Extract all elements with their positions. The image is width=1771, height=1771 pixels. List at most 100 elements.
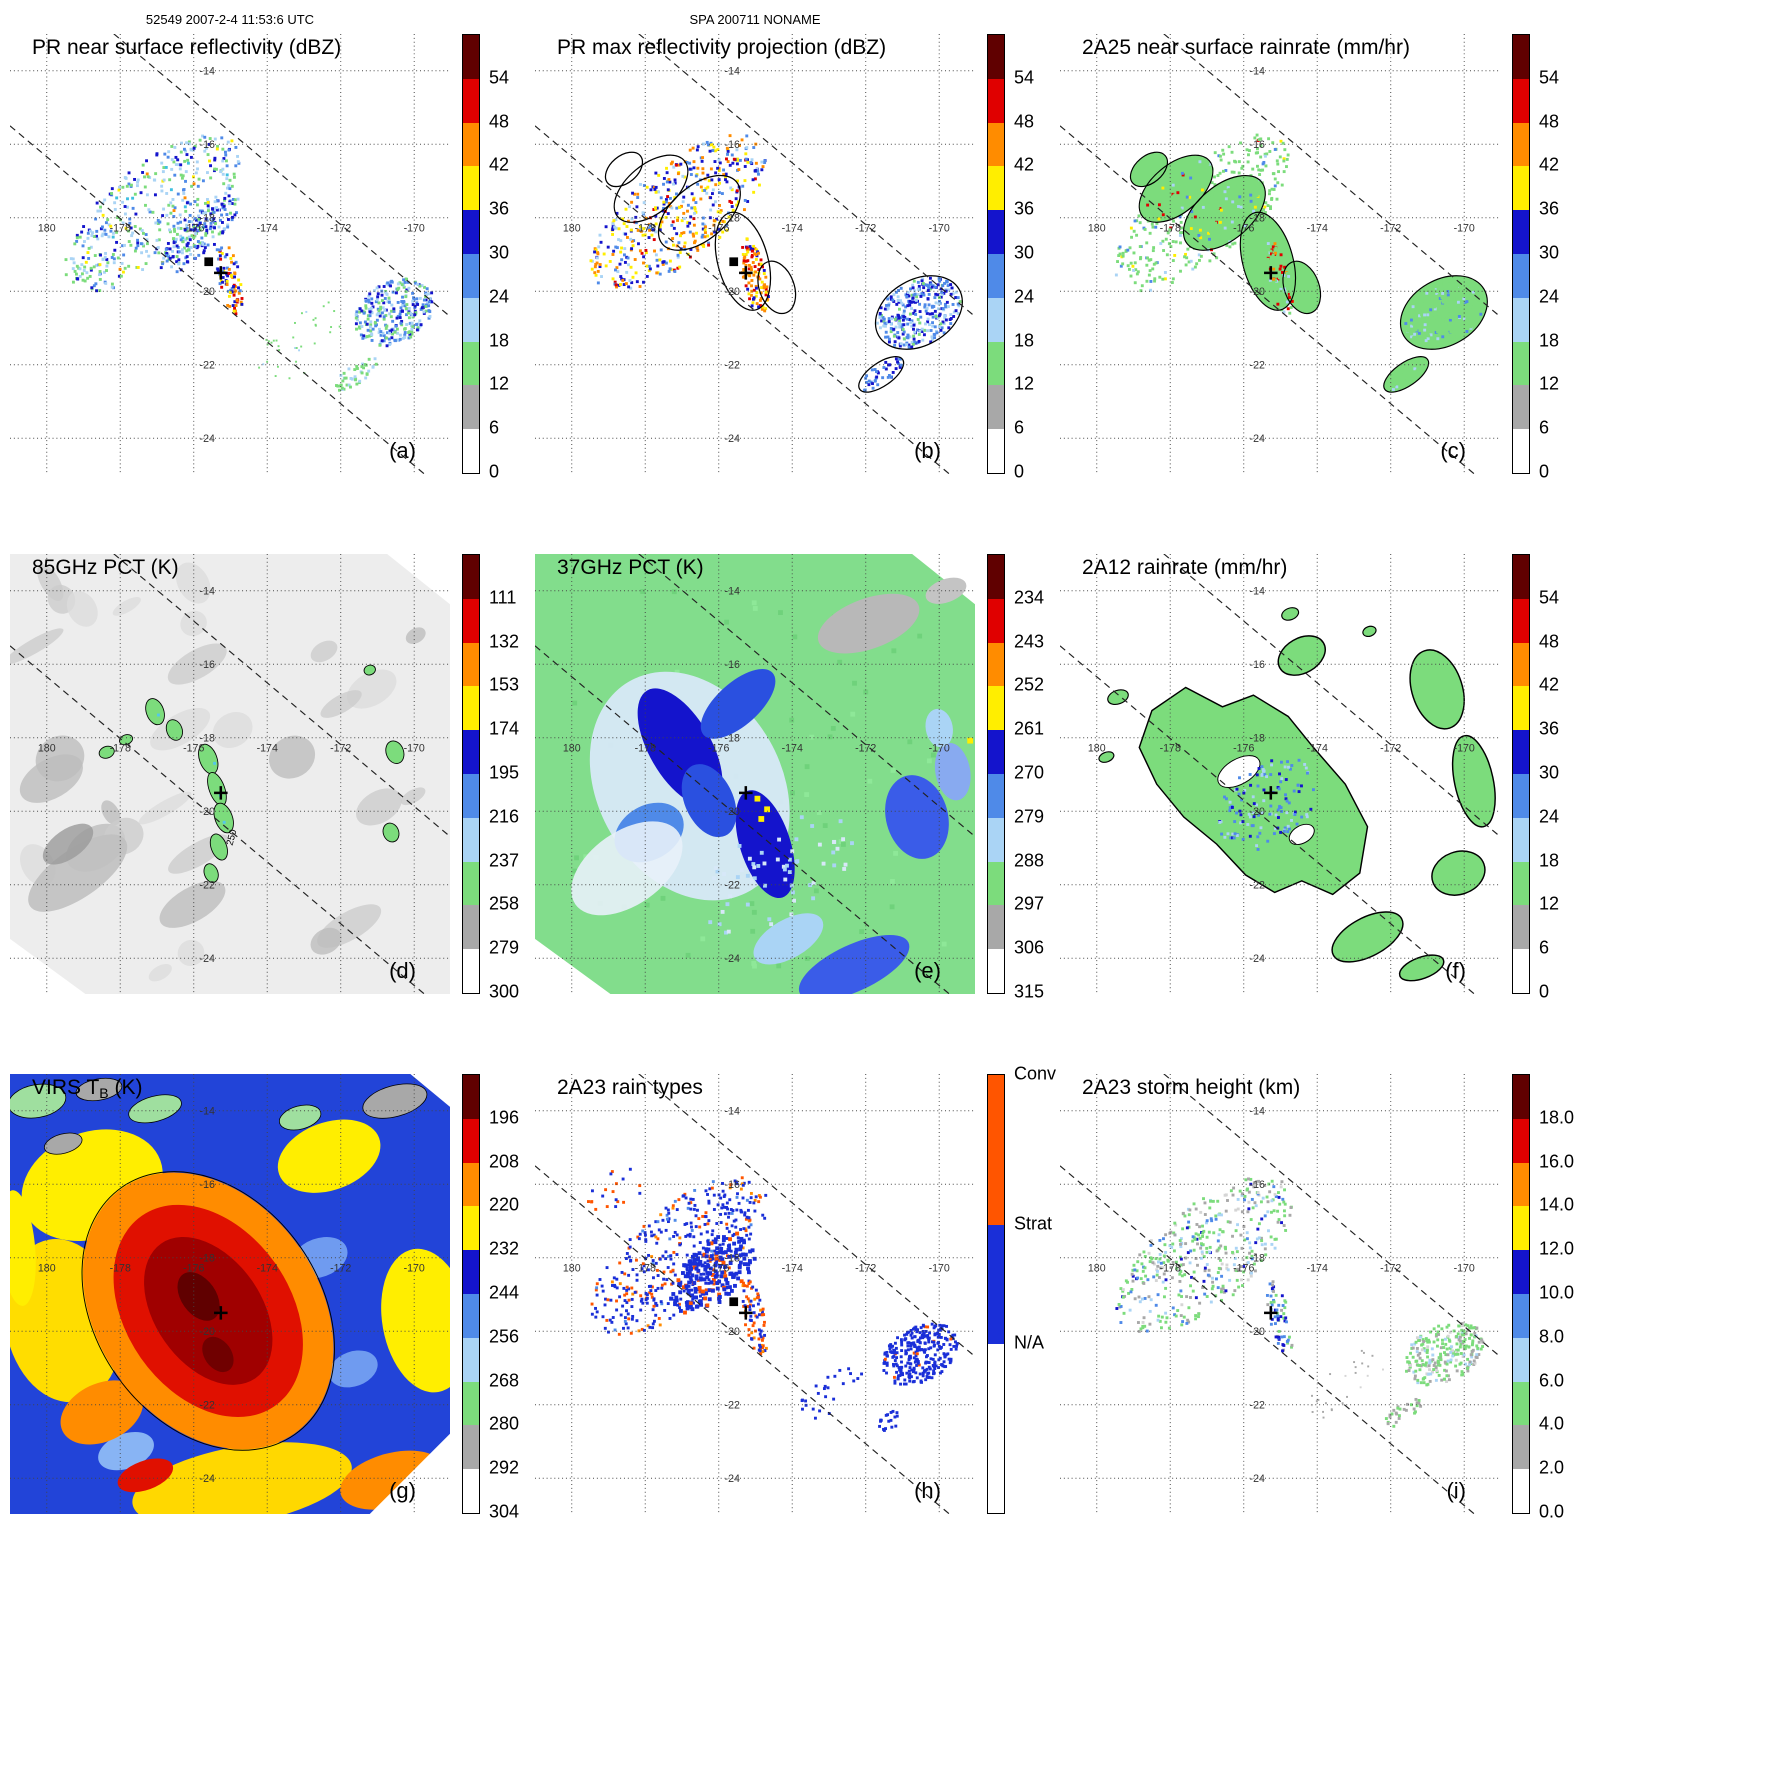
data-speckle xyxy=(1424,311,1428,315)
data-speckle xyxy=(642,261,645,265)
data-speckle xyxy=(635,1273,639,1277)
data-speckle xyxy=(1232,836,1236,840)
data-speckle xyxy=(1272,172,1276,176)
data-speckle xyxy=(908,335,912,339)
data-speckle xyxy=(1282,829,1286,833)
data-speckle xyxy=(185,141,189,145)
data-speckle xyxy=(375,298,379,302)
data-speckle xyxy=(941,1364,945,1368)
data-speckle xyxy=(183,205,187,209)
data-speckle xyxy=(391,332,395,336)
data-speckle xyxy=(1162,1254,1166,1258)
data-speckle xyxy=(615,285,618,289)
colorbar-tick-label: 42 xyxy=(1014,154,1035,175)
data-speckle xyxy=(954,309,958,313)
data-speckle xyxy=(1178,1272,1182,1276)
data-speckle xyxy=(790,790,795,796)
data-speckle xyxy=(367,294,371,298)
data-speckle xyxy=(887,340,891,344)
data-speckle xyxy=(873,368,877,371)
data-speckle xyxy=(1194,1296,1198,1300)
data-speckle xyxy=(611,233,615,236)
data-speckle xyxy=(120,262,124,265)
data-speckle xyxy=(635,280,639,284)
data-speckle xyxy=(358,310,362,314)
data-speckle xyxy=(1151,1261,1155,1265)
data-speckle xyxy=(935,331,939,335)
data-speckle xyxy=(668,1237,672,1241)
data-speckle xyxy=(640,1267,644,1271)
data-speckle xyxy=(763,1349,767,1353)
data-speckle xyxy=(183,218,187,222)
data-speckle xyxy=(602,252,606,256)
data-speckle xyxy=(1466,297,1470,301)
data-speckle xyxy=(1263,1242,1267,1246)
data-speckle xyxy=(606,245,610,249)
data-speckle xyxy=(148,210,152,214)
data-region xyxy=(1398,954,1445,982)
data-speckle xyxy=(1172,219,1175,223)
data-speckle xyxy=(689,173,693,176)
data-speckle xyxy=(587,1200,590,1204)
data-speckle xyxy=(717,1295,722,1299)
panel-f-plot: 180 -178 -176 -174 -172 -170 -14 -16 -18 -20 -22 -2… xyxy=(1060,554,1500,994)
data-speckle xyxy=(676,253,680,257)
data-speckle xyxy=(708,216,712,220)
data-speckle xyxy=(629,228,633,232)
data-speckle xyxy=(667,1211,671,1215)
data-speckle xyxy=(92,235,96,238)
data-speckle xyxy=(412,298,416,302)
data-speckle xyxy=(949,1357,953,1361)
data-speckle xyxy=(1256,147,1259,151)
colorbar-segment xyxy=(988,297,1004,342)
data-speckle xyxy=(220,246,224,250)
data-speckle xyxy=(633,1290,637,1294)
data-speckle xyxy=(1176,1309,1180,1312)
data-speckle xyxy=(1201,1243,1205,1247)
colorbar-tick-label: 174 xyxy=(489,718,520,739)
data-speckle xyxy=(704,225,707,229)
data-speckle xyxy=(1153,206,1156,210)
data-speckle xyxy=(1219,208,1223,212)
data-region xyxy=(320,690,362,718)
data-speckle xyxy=(899,286,903,290)
data-speckle xyxy=(233,202,237,206)
data-speckle xyxy=(1180,1263,1184,1267)
data-speckle xyxy=(180,251,184,255)
data-speckle xyxy=(693,1261,698,1266)
lat-tick-label: -18 xyxy=(1250,213,1265,225)
colorbar-tick-label: 6 xyxy=(489,417,500,438)
data-speckle xyxy=(1174,1223,1178,1227)
data-speckle xyxy=(234,312,238,316)
data-speckle xyxy=(757,305,761,309)
data-speckle xyxy=(718,235,722,239)
data-speckle xyxy=(931,315,935,319)
data-speckle xyxy=(653,188,657,191)
data-speckle xyxy=(349,385,352,389)
data-speckle xyxy=(764,287,768,291)
data-speckle xyxy=(1267,137,1271,141)
data-speckle xyxy=(1205,1295,1209,1298)
colorbar-segment xyxy=(463,555,479,599)
colorbar-tick-label: 297 xyxy=(1014,893,1045,914)
lat-tick-label: -16 xyxy=(725,139,740,151)
data-speckle xyxy=(906,1348,910,1352)
data-speckle xyxy=(145,238,149,242)
data-speckle xyxy=(1440,296,1444,300)
data-speckle xyxy=(625,1309,628,1313)
data-speckle xyxy=(724,178,727,182)
data-speckle xyxy=(893,1381,897,1385)
data-speckle xyxy=(220,270,224,274)
data-speckle xyxy=(389,280,393,284)
data-speckle xyxy=(891,371,895,374)
data-speckle xyxy=(657,173,661,177)
data-speckle xyxy=(1278,1202,1282,1206)
data-speckle xyxy=(1231,832,1235,836)
data-speckle xyxy=(748,1249,753,1254)
data-speckle xyxy=(685,1267,689,1271)
data-speckle xyxy=(298,349,301,352)
data-speckle xyxy=(714,1273,719,1278)
data-speckle xyxy=(177,258,181,262)
data-speckle xyxy=(897,321,901,325)
data-speckle xyxy=(657,190,661,194)
